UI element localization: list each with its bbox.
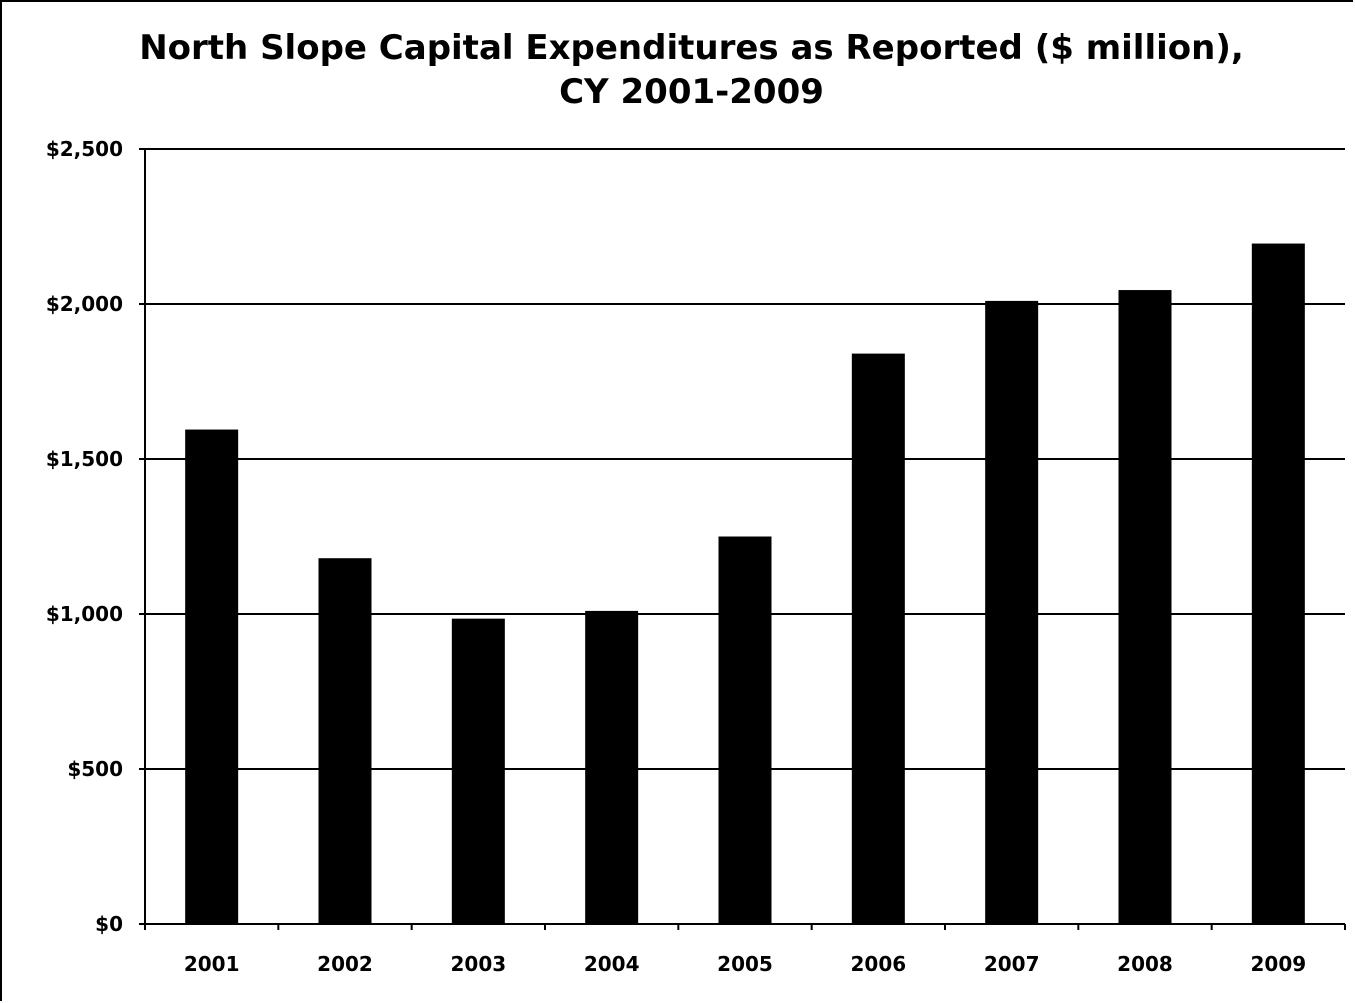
x-tick-label: 2003 <box>450 952 506 976</box>
bar-2006 <box>851 353 905 925</box>
chart-title-line-1: North Slope Capital Expenditures as Repo… <box>139 28 1244 68</box>
x-tick-label: 2008 <box>1117 952 1173 976</box>
bar-2007 <box>985 300 1039 924</box>
x-tick-label: 2009 <box>1250 952 1306 976</box>
chart-subtitle: CY 2001-2009 <box>559 72 824 112</box>
y-tick-label: $0 <box>95 912 123 936</box>
bar-2009 <box>1251 243 1305 925</box>
x-tick-label: 2007 <box>984 952 1040 976</box>
y-tick-label: $500 <box>67 757 123 781</box>
x-tick-label: 2004 <box>584 952 640 976</box>
bar-2001 <box>185 429 239 924</box>
y-tick-labels: $0 $500 $1,000 $1,500 $2,000 $2,500 <box>46 137 123 936</box>
chart-title: North Slope Capital Expenditures as Repo… <box>0 26 1355 114</box>
bar-2005 <box>718 536 772 924</box>
bars <box>185 243 1305 925</box>
x-tick-label: 2005 <box>717 952 773 976</box>
y-tick-label: $2,000 <box>46 292 123 316</box>
bar-2008 <box>1118 290 1172 924</box>
bar-2003 <box>451 618 505 924</box>
bar-2004 <box>585 610 639 924</box>
x-tick-label: 2006 <box>850 952 906 976</box>
x-tick-label: 2002 <box>317 952 373 976</box>
x-tick-labels: 2001 2002 2003 2004 2005 2006 2007 2008 2009 <box>184 952 1306 976</box>
x-tick-label: 2001 <box>184 952 240 976</box>
y-tick-label: $1,000 <box>46 602 123 626</box>
y-tick-label: $2,500 <box>46 137 123 161</box>
y-tick-label: $1,500 <box>46 447 123 471</box>
axes <box>139 148 1346 930</box>
bar-2002 <box>318 558 372 924</box>
